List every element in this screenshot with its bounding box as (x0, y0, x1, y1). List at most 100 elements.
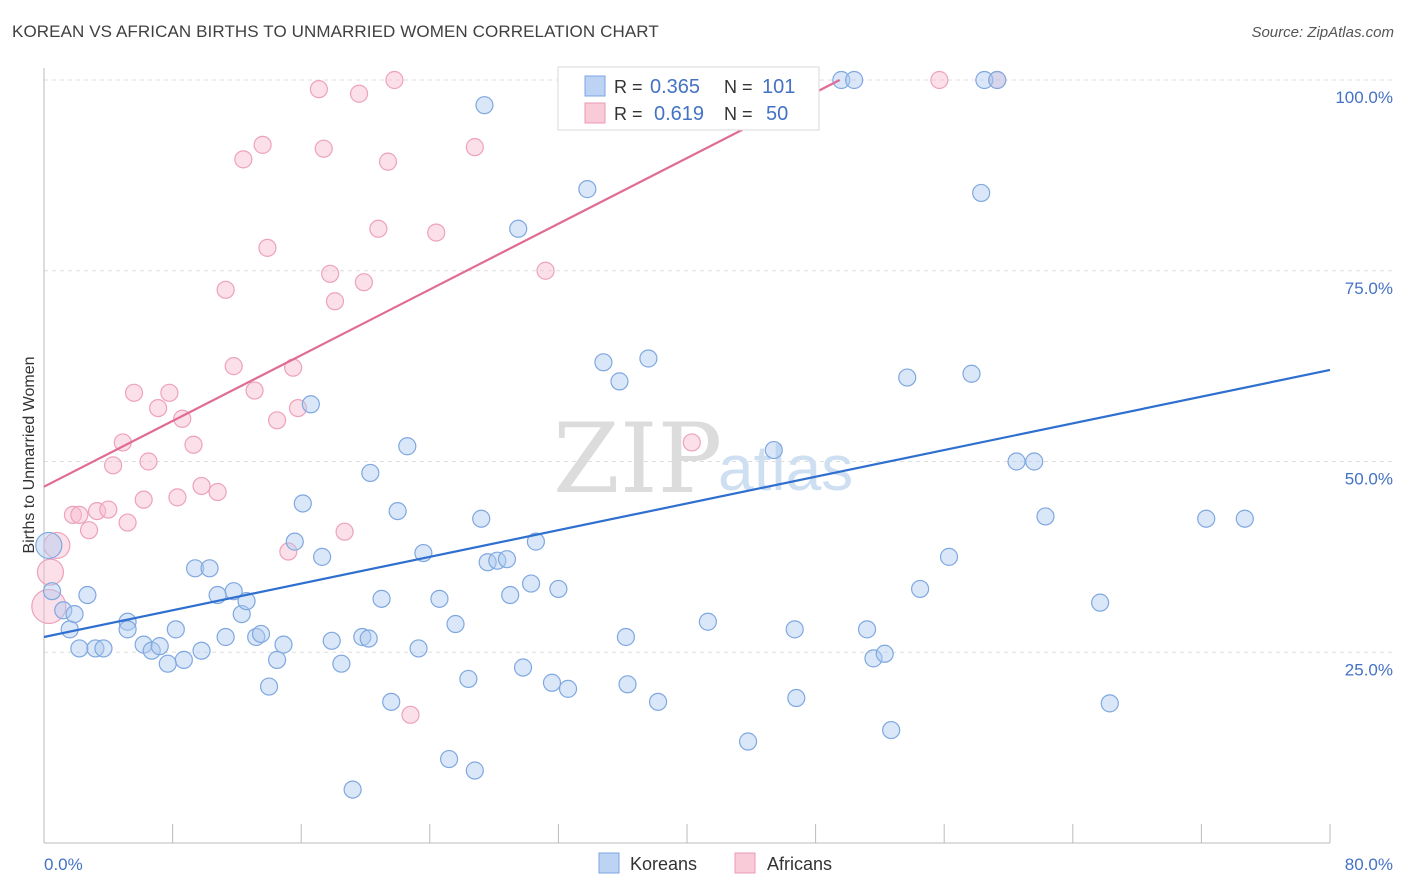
african-point (309, 80, 328, 99)
african-point (385, 70, 404, 90)
x-tick-label-max: 80.0% (1345, 855, 1393, 874)
korean-point (898, 368, 917, 387)
african-point (279, 542, 298, 561)
korean-point (247, 627, 266, 647)
african-point (349, 84, 369, 103)
african-point (253, 135, 272, 154)
african-point (168, 488, 187, 507)
african-point (224, 357, 243, 376)
korean-point (398, 437, 417, 456)
korean-point (78, 585, 97, 605)
y-tick-label: 100.0% (1335, 88, 1393, 107)
korean-point (353, 627, 372, 647)
african-point (208, 482, 227, 502)
korean-point (526, 532, 545, 551)
bottom-legend-africans: Africans (767, 854, 832, 874)
legend-r-value-koreans: 0.365 (650, 76, 700, 98)
korean-point (35, 531, 63, 560)
korean-point (94, 639, 113, 658)
axes (43, 68, 1331, 844)
korean-point (251, 624, 271, 644)
korean-point (787, 688, 806, 708)
korean-point (939, 547, 959, 566)
african-point (216, 280, 235, 299)
korean-point (1007, 452, 1026, 471)
korean-point (359, 629, 378, 648)
korean-point (65, 604, 84, 624)
series-africans (31, 70, 1007, 724)
african-point (234, 150, 253, 169)
korean-point (274, 635, 293, 654)
african-point (79, 521, 99, 540)
chart-title: KOREAN VS AFRICAN BIRTHS TO UNMARRIED WO… (12, 22, 659, 41)
korean-point (698, 612, 717, 631)
african-point (134, 490, 153, 509)
korean-point (186, 559, 205, 578)
korean-point (616, 627, 636, 647)
african-point (369, 219, 388, 238)
korean-point (864, 649, 883, 668)
y-tick-label: 75.0% (1345, 279, 1393, 298)
korean-point (382, 692, 401, 711)
korean-point (293, 494, 312, 513)
legend-n-label-africans: N = (724, 104, 753, 124)
korean-point (192, 641, 211, 660)
y-axis-label: Births to Unmarried Women (21, 356, 38, 553)
korean-point (118, 620, 137, 639)
korean-point (988, 70, 1007, 90)
african-point (321, 264, 340, 283)
african-point (104, 456, 123, 475)
korean-trend-line (43, 368, 1331, 639)
african-point (682, 433, 701, 452)
korean-point (430, 589, 449, 608)
korean-point (301, 395, 320, 414)
korean-point (882, 720, 901, 740)
korean-point (845, 70, 864, 90)
legend-n-value-koreans: 101 (762, 76, 795, 98)
korean-point (465, 761, 484, 780)
korean-point (910, 579, 930, 599)
korean-point (513, 658, 533, 677)
korean-point (158, 654, 177, 673)
bottom-legend-swatch-koreans (598, 852, 620, 874)
korean-point (542, 673, 562, 692)
legend-r-value-africans: 0.619 (654, 103, 704, 125)
korean-point (70, 639, 89, 658)
korean-point (501, 585, 520, 605)
korean-point (738, 732, 758, 751)
african-point (118, 513, 137, 532)
korean-point (166, 620, 185, 639)
korean-point (639, 349, 658, 368)
african-point (354, 273, 373, 292)
african-point (99, 500, 118, 519)
korean-point (972, 183, 991, 203)
korean-point (764, 440, 783, 460)
bottom-legend-swatch-africans (734, 852, 756, 874)
korean-point (259, 677, 279, 696)
korean-point (857, 620, 877, 639)
y-tick-label: 25.0% (1345, 660, 1393, 679)
korean-point (409, 639, 428, 658)
korean-point (962, 364, 981, 383)
korean-point (54, 601, 73, 620)
african-point (192, 476, 211, 496)
african-point (325, 292, 345, 311)
african-point (536, 261, 555, 280)
korean-point (224, 582, 243, 601)
y-tick-label: 50.0% (1345, 470, 1393, 489)
korean-point (439, 749, 459, 769)
korean-point (216, 627, 235, 647)
korean-point (594, 353, 613, 372)
grid-lines (44, 79, 1392, 653)
korean-point (509, 219, 528, 238)
korean-point (312, 547, 332, 566)
korean-point (785, 620, 804, 639)
korean-point (475, 96, 494, 115)
african-point (139, 452, 158, 471)
korean-point (267, 650, 287, 669)
korean-point (610, 372, 629, 391)
watermark: ZIP atlas (553, 403, 853, 515)
korean-point (521, 574, 541, 593)
african-point (427, 223, 446, 242)
